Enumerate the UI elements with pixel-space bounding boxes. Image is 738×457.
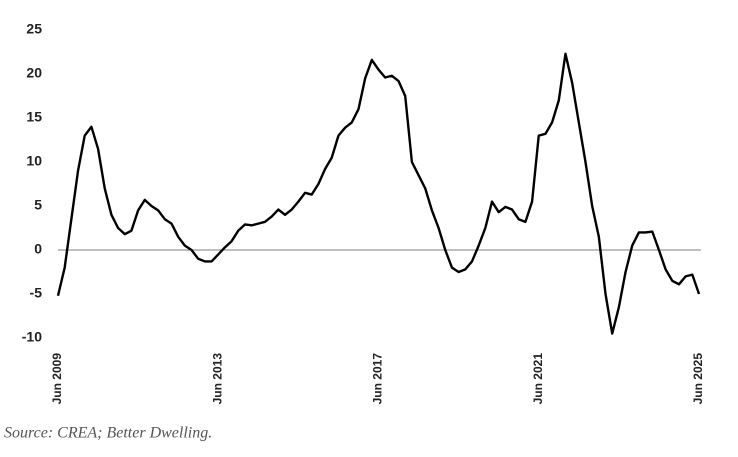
x-tick-label: Jun 2013 [210, 353, 224, 405]
y-tick-label: 25 [26, 21, 42, 37]
x-tick-label: Jun 2021 [531, 353, 545, 405]
y-tick-label: 15 [26, 109, 42, 125]
y-tick-label: 10 [26, 153, 42, 169]
y-tick-label: 0 [34, 241, 42, 257]
x-tick-label: Jun 2017 [371, 353, 385, 405]
source-note: Source: CREA; Better Dwelling. [4, 425, 212, 442]
y-tick-label: -5 [30, 285, 43, 301]
y-tick-label: 20 [26, 65, 42, 81]
data-line [56, 52, 701, 335]
y-tick-label: -10 [22, 329, 42, 345]
x-tick-label: Jun 2009 [50, 353, 64, 405]
y-tick-label: 5 [34, 197, 42, 213]
x-tick-label: Jun 2025 [691, 353, 705, 405]
